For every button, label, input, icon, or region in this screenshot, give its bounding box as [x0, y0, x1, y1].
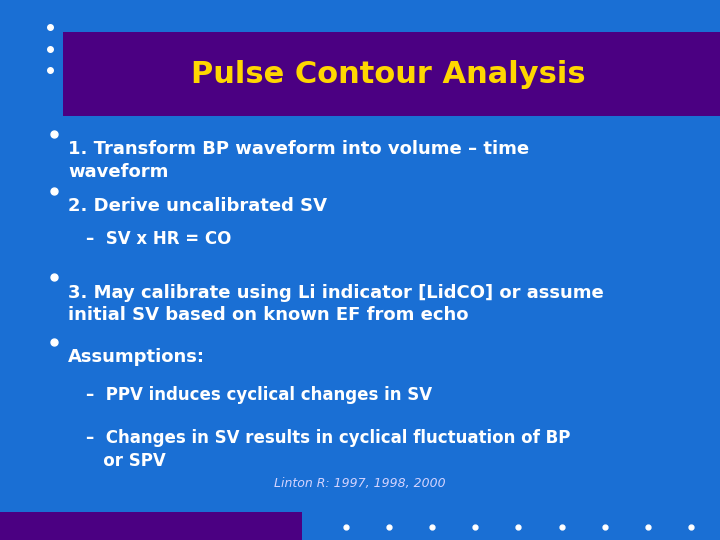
Text: –  PPV induces cyclical changes in SV: – PPV induces cyclical changes in SV: [86, 386, 433, 404]
FancyBboxPatch shape: [0, 512, 302, 540]
Text: 2. Derive uncalibrated SV: 2. Derive uncalibrated SV: [68, 197, 328, 215]
Text: Assumptions:: Assumptions:: [68, 348, 205, 366]
Text: –  Changes in SV results in cyclical fluctuation of BP
   or SPV: – Changes in SV results in cyclical fluc…: [86, 429, 571, 470]
FancyBboxPatch shape: [63, 32, 720, 116]
Text: Pulse Contour Analysis: Pulse Contour Analysis: [192, 60, 586, 89]
Text: 1. Transform BP waveform into volume – time
waveform: 1. Transform BP waveform into volume – t…: [68, 140, 529, 181]
Text: Linton R: 1997, 1998, 2000: Linton R: 1997, 1998, 2000: [274, 477, 446, 490]
Text: 3. May calibrate using Li indicator [LidCO] or assume
initial SV based on known : 3. May calibrate using Li indicator [Lid…: [68, 284, 604, 325]
Text: –  SV x HR = CO: – SV x HR = CO: [86, 230, 232, 247]
